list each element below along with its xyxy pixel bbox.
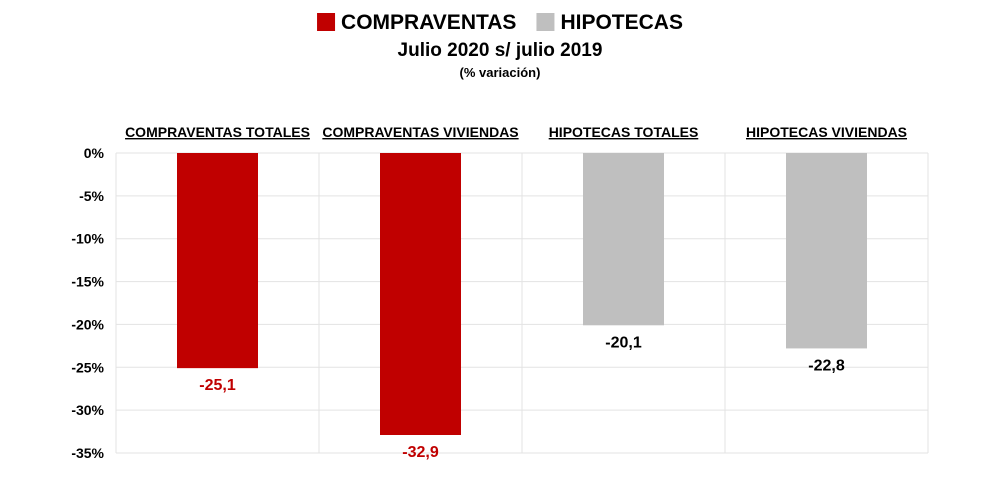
y-tick-label: -15% bbox=[71, 274, 104, 290]
category-labels: COMPRAVENTAS TOTALES COMPRAVENTAS VIVIEND… bbox=[125, 124, 907, 140]
y-tick-label: -25% bbox=[71, 359, 104, 375]
legend-label-hipotecas: HIPOTECAS bbox=[560, 11, 683, 34]
legend-label-compraventas: COMPRAVENTAS bbox=[341, 11, 516, 34]
y-tick-label: -35% bbox=[71, 445, 104, 461]
y-tick-label: -20% bbox=[71, 316, 104, 332]
legend: COMPRAVENTAS HIPOTECAS bbox=[317, 11, 683, 34]
data-label: -25,1 bbox=[199, 377, 236, 394]
bar bbox=[583, 153, 664, 326]
y-tick-label: -10% bbox=[71, 231, 104, 247]
bars bbox=[177, 153, 867, 435]
category-label: COMPRAVENTAS TOTALES bbox=[125, 124, 310, 140]
data-label: -20,1 bbox=[605, 334, 642, 351]
chart-title: Julio 2020 s/ julio 2019 bbox=[398, 40, 603, 61]
chart-subtitle: (% variación) bbox=[460, 65, 541, 80]
legend-swatch-hipotecas bbox=[536, 13, 555, 31]
data-label: -22,8 bbox=[808, 357, 845, 374]
y-tick-label: 0% bbox=[84, 145, 105, 161]
category-label: COMPRAVENTAS VIVIENDAS bbox=[322, 124, 518, 140]
bar bbox=[786, 153, 867, 349]
category-label: HIPOTECAS VIVIENDAS bbox=[746, 124, 907, 140]
data-label: -32,9 bbox=[402, 444, 439, 461]
y-axis: 0% -5% -10% -15% -20% -25% -30% -35% bbox=[71, 145, 104, 461]
legend-swatch-compraventas bbox=[317, 13, 336, 31]
category-label: HIPOTECAS TOTALES bbox=[549, 124, 699, 140]
y-tick-label: -5% bbox=[79, 188, 104, 204]
y-tick-label: -30% bbox=[71, 402, 104, 418]
bar bbox=[380, 153, 461, 435]
bar bbox=[177, 153, 258, 369]
data-labels: -25,1 -32,9 -20,1 -22,8 bbox=[199, 334, 845, 461]
